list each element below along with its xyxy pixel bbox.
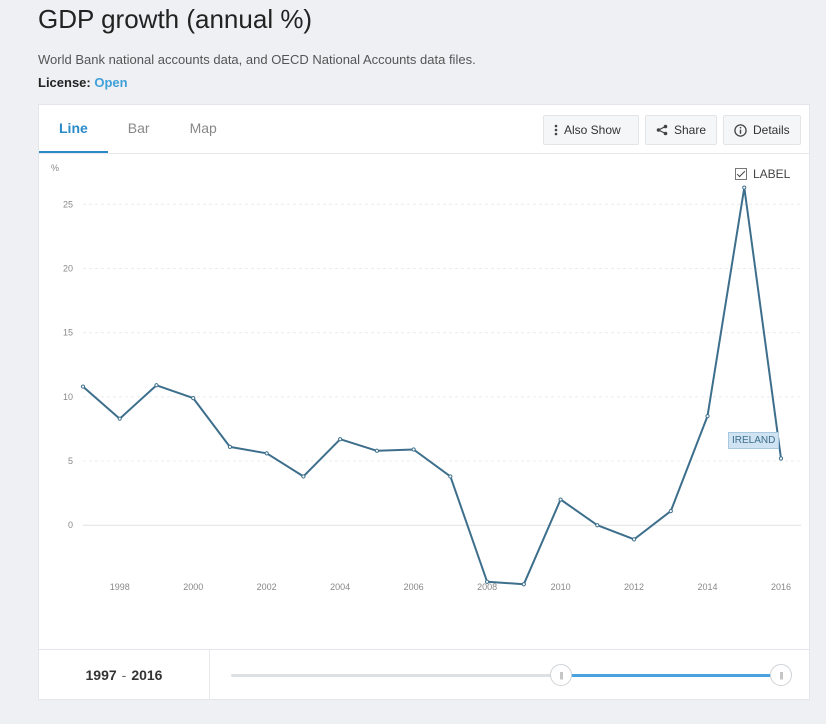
data-point (448, 474, 453, 479)
data-point (521, 582, 526, 587)
data-point (411, 447, 416, 452)
range-separator: - (121, 667, 127, 683)
chart-card: Line Bar Map Also Show Share Details % 0 5… (38, 104, 810, 650)
x-tick-label: 2000 (183, 582, 203, 592)
details-button[interactable]: Details (723, 115, 801, 145)
range-start-handle[interactable]: ||| (550, 664, 572, 686)
grip-icon: ||| (779, 670, 783, 680)
series-line-ireland (82, 186, 782, 586)
y-tick-label: 0 (68, 520, 73, 530)
details-label: Details (753, 123, 790, 137)
also-show-label: Also Show (564, 123, 621, 137)
share-label: Share (673, 123, 706, 137)
y-tick-label: 25 (63, 199, 73, 209)
range-slider-track[interactable]: ||| ||| (231, 664, 792, 686)
license-link[interactable]: Open (94, 75, 128, 90)
tab-bar[interactable]: Bar (127, 120, 150, 136)
x-tick-label: 2014 (698, 582, 718, 592)
license-label: License: (38, 75, 91, 90)
data-point (191, 396, 196, 401)
x-tick-label: 2006 (404, 582, 424, 592)
label-toggle-text: LABEL (753, 167, 791, 181)
label-toggle[interactable]: LABEL (735, 167, 790, 181)
x-tick-label: 2002 (257, 582, 277, 592)
x-tick-label: 2008 (477, 582, 497, 592)
info-icon (734, 123, 747, 137)
y-tick-label: 5 (68, 456, 73, 466)
share-button[interactable]: Share (645, 115, 717, 145)
line-chart: % 0 5 10 15 20 25 1998 2000 2002 2004 2006 2008 2010 2… (51, 163, 801, 592)
data-point (80, 384, 86, 389)
x-tick-label: 2004 (330, 582, 350, 592)
range-end-year: 2016 (131, 667, 163, 683)
tab-map[interactable]: Map (189, 120, 217, 136)
y-tick-label: 20 (63, 263, 73, 273)
y-axis-unit-label: % (51, 163, 59, 173)
range-slider-fill (561, 674, 781, 677)
x-tick-label: 2012 (624, 582, 644, 592)
data-point (778, 456, 784, 461)
range-end-handle[interactable]: ||| (770, 664, 792, 686)
data-point (154, 383, 159, 388)
y-tick-label: 10 (63, 392, 73, 402)
data-point (705, 413, 710, 419)
data-point (595, 523, 600, 528)
data-point (485, 579, 490, 584)
data-point (631, 537, 637, 542)
x-tick-label: 2010 (551, 582, 571, 592)
page-title: GDP growth (annual %) (38, 4, 313, 34)
label-checkbox[interactable] (735, 168, 747, 180)
grip-icon: ||| (559, 670, 563, 680)
year-range-label: 1997 - 2016 (39, 650, 210, 700)
year-range-bar: 1997 - 2016 ||| ||| (38, 650, 810, 700)
data-point (301, 474, 306, 479)
data-point (668, 509, 673, 514)
data-point (338, 437, 343, 442)
license: License: Open (38, 75, 128, 90)
data-source: World Bank national accounts data, and O… (38, 52, 476, 67)
data-point (374, 448, 379, 453)
share-icon (656, 124, 668, 136)
data-point (264, 451, 269, 456)
y-tick-label: 15 (63, 328, 73, 338)
series-label-ireland: IRELAND (728, 432, 780, 449)
x-tick-label: 2016 (771, 582, 791, 592)
range-start-year: 1997 (85, 667, 117, 683)
tabs-divider (39, 153, 809, 154)
data-point (227, 444, 233, 450)
data-point (558, 497, 563, 502)
also-show-button[interactable]: Also Show (543, 115, 639, 145)
tab-line[interactable]: Line (39, 105, 108, 153)
data-point (742, 185, 747, 190)
x-tick-label: 1998 (110, 582, 130, 592)
chart-type-tabs: Line Bar Map (39, 105, 237, 153)
kebab-icon (554, 124, 558, 136)
data-point (117, 416, 122, 421)
